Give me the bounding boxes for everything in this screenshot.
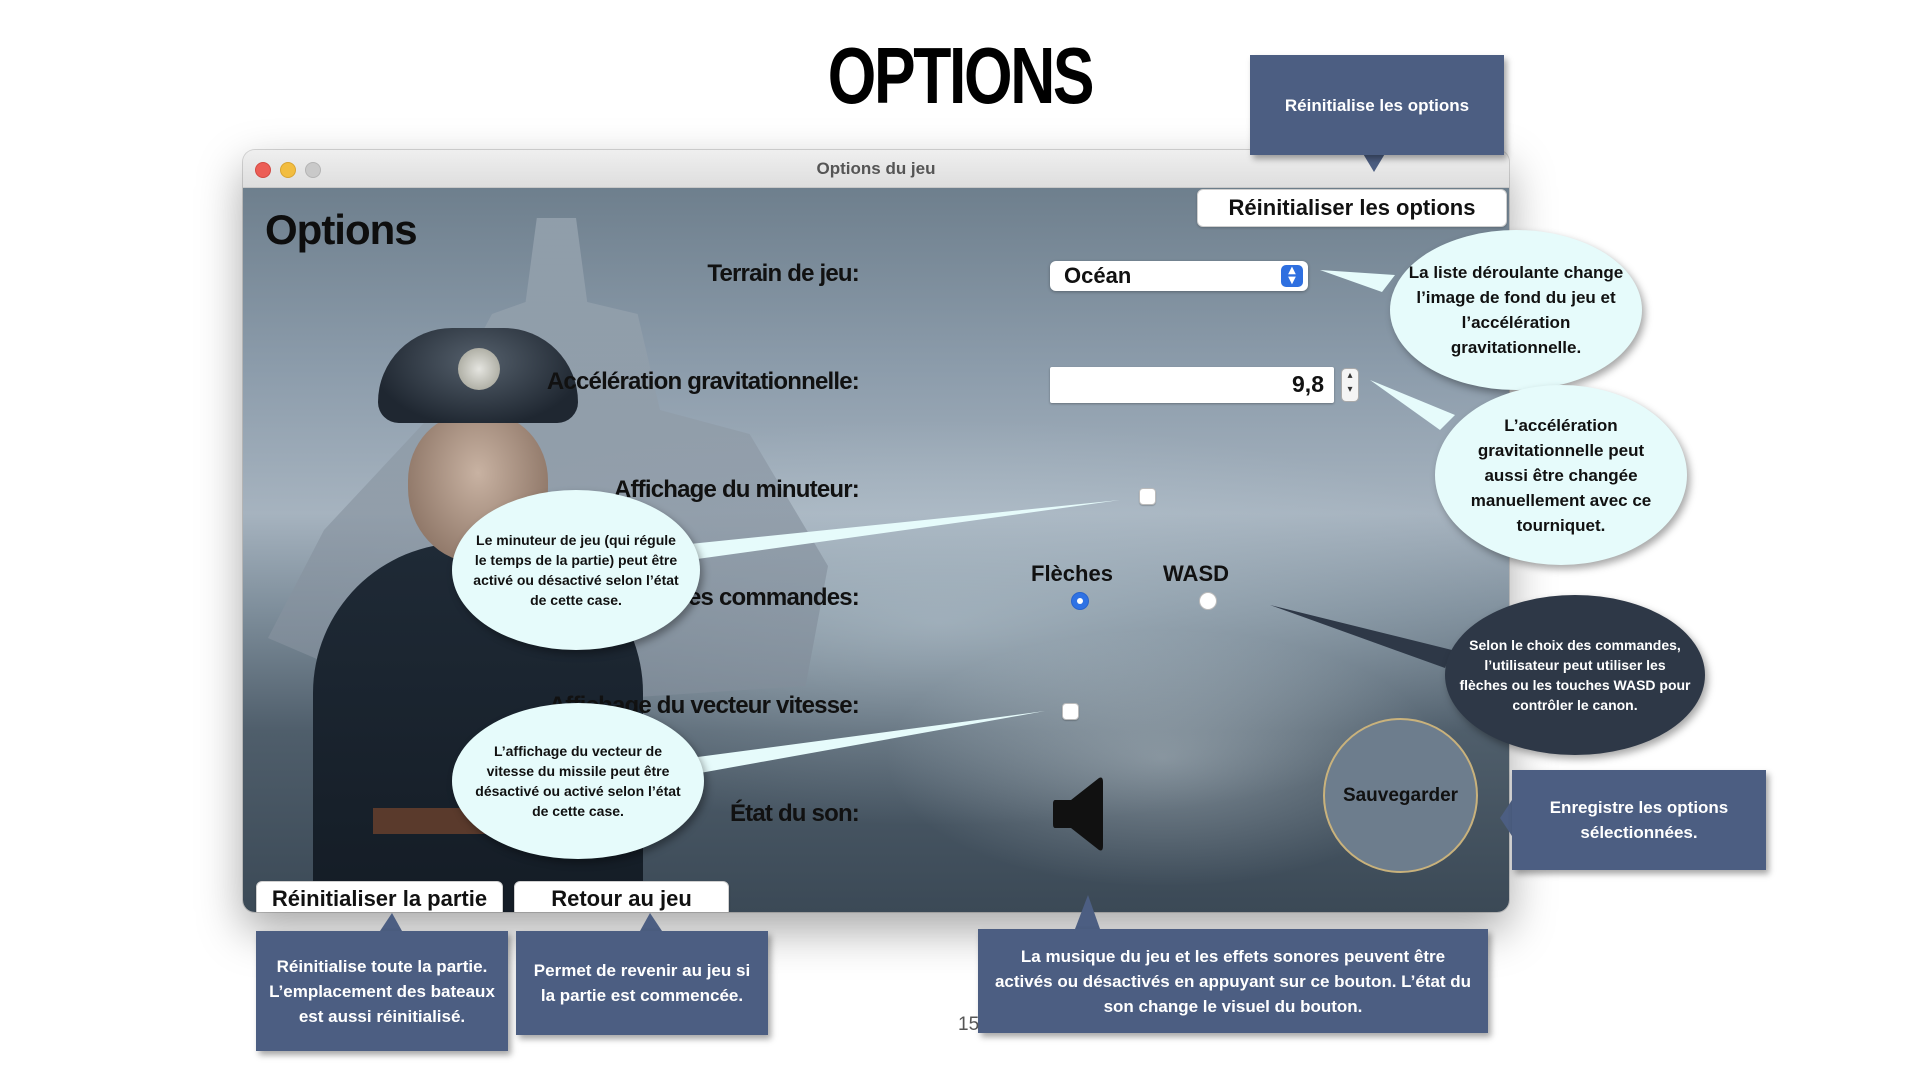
gravity-value: 9,8 [1292,371,1324,397]
reset-options-button[interactable]: Réinitialiser les options [1197,189,1507,227]
velocity-checkbox[interactable] [1062,703,1079,720]
bubble-dropdown: La liste déroulante change l’image de fo… [1390,230,1642,390]
slide-title: OPTIONS [827,31,1095,120]
callout-sound: La musique du jeu et les effets sonores … [978,929,1488,1033]
gravity-label: Accélération gravitationnelle: [546,368,860,395]
options-window: Options du jeu Options Réinitialiser les… [243,150,1509,912]
zoom-window-button[interactable] [305,162,321,178]
options-heading: Options [265,206,418,253]
timer-checkbox[interactable] [1139,488,1156,505]
callout-reset-game: Réinitialise toute la partie. L’emplacem… [256,931,508,1051]
sound-toggle-button[interactable] [1053,776,1105,856]
terrain-label: Terrain de jeu: [707,260,859,287]
bubble-timer: Le minuteur de jeu (qui régule le temps … [452,490,700,650]
bubble-velocity: L’affichage du vecteur de vitesse du mis… [452,703,704,859]
save-button[interactable]: Sauvegarder [1323,718,1478,873]
callout-back: Permet de revenir au jeu si la partie es… [516,931,768,1035]
terrain-select[interactable]: Océan ▲ ▼ [1050,261,1308,291]
stepper-down-icon[interactable]: ▾ [1347,384,1353,395]
options-panel: Options Réinitialiser les options Terrai… [243,188,1509,912]
bubble-controls: Selon le choix des commandes, l’utilisat… [1445,595,1705,755]
sound-label: État du son: [729,800,860,827]
select-chevron-icon: ▲ ▼ [1281,265,1303,287]
controls-radio-wasd[interactable] [1199,592,1217,610]
speaker-icon [1053,777,1103,851]
terrain-select-value: Océan [1064,263,1132,288]
stepper-up-icon[interactable]: ▴ [1347,370,1353,381]
timer-label: Affichage du minuteur: [613,476,860,503]
page-number: 15 [958,1014,980,1035]
close-window-button[interactable] [255,162,271,178]
back-to-game-button[interactable]: Retour au jeu [514,881,729,912]
controls-option-wasd-label: WASD [1163,561,1229,586]
controls-option-fleches-label: Flèches [1031,561,1113,586]
callout-reset-options: Réinitialise les options [1250,55,1504,155]
gravity-field[interactable]: 9,8 [1050,367,1334,403]
callout-save: Enregistre les options sélectionnées. [1512,770,1766,870]
reset-game-button[interactable]: Réinitialiser la partie [256,881,503,912]
minimize-window-button[interactable] [280,162,296,178]
bubble-stepper: L’accélération gravitationnelle peut aus… [1435,385,1687,565]
window-title: Options du jeu [816,159,936,178]
controls-radio-fleches[interactable] [1071,592,1089,610]
gravity-stepper[interactable]: ▴ ▾ [1341,368,1359,402]
title-bar: Options du jeu [243,150,1509,188]
